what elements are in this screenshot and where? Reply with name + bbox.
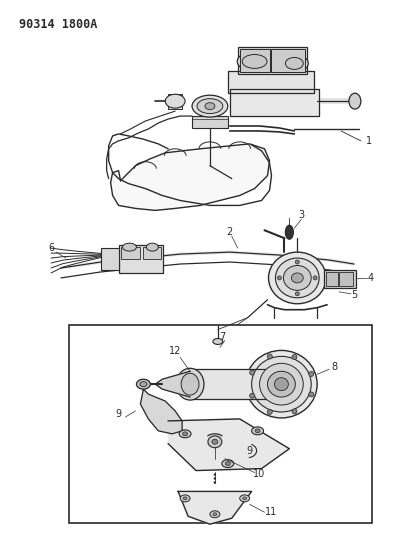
Ellipse shape	[269, 252, 326, 304]
Polygon shape	[155, 372, 190, 397]
Ellipse shape	[295, 260, 299, 264]
Text: 8: 8	[331, 362, 337, 372]
Ellipse shape	[291, 273, 303, 283]
Ellipse shape	[146, 243, 158, 251]
Ellipse shape	[213, 338, 223, 344]
Polygon shape	[168, 419, 289, 471]
Polygon shape	[111, 144, 269, 211]
Ellipse shape	[212, 439, 218, 444]
Ellipse shape	[309, 392, 314, 397]
Ellipse shape	[309, 372, 314, 376]
Ellipse shape	[252, 427, 263, 435]
Ellipse shape	[285, 58, 303, 69]
Text: 9: 9	[247, 446, 253, 456]
Ellipse shape	[137, 379, 150, 389]
Ellipse shape	[267, 409, 272, 414]
Text: 1: 1	[366, 136, 372, 146]
Text: 3: 3	[298, 211, 304, 220]
Ellipse shape	[165, 94, 185, 108]
Ellipse shape	[225, 462, 230, 466]
Polygon shape	[140, 389, 182, 434]
Bar	[143, 247, 161, 259]
Bar	[271, 49, 305, 72]
Ellipse shape	[292, 354, 297, 359]
Ellipse shape	[123, 243, 137, 251]
Bar	[168, 94, 182, 109]
Ellipse shape	[183, 432, 187, 436]
Text: 90314 1800A: 90314 1800A	[19, 18, 98, 31]
Ellipse shape	[277, 276, 281, 280]
Ellipse shape	[349, 93, 361, 109]
Ellipse shape	[246, 350, 317, 418]
Ellipse shape	[210, 511, 220, 518]
Ellipse shape	[237, 52, 272, 71]
Ellipse shape	[214, 481, 216, 483]
Text: 11: 11	[265, 507, 278, 517]
Ellipse shape	[313, 276, 317, 280]
Bar	[119, 245, 163, 273]
Ellipse shape	[179, 430, 191, 438]
Text: 10: 10	[254, 469, 266, 479]
Text: 9: 9	[115, 409, 122, 419]
Ellipse shape	[259, 364, 303, 405]
Bar	[101, 248, 119, 270]
Ellipse shape	[292, 409, 297, 414]
Ellipse shape	[267, 372, 295, 397]
Text: 6: 6	[48, 243, 54, 253]
Ellipse shape	[243, 497, 247, 500]
Ellipse shape	[281, 54, 308, 72]
Ellipse shape	[140, 382, 147, 386]
Ellipse shape	[267, 354, 272, 359]
Ellipse shape	[205, 103, 215, 110]
Bar	[238, 46, 307, 74]
Ellipse shape	[181, 373, 199, 395]
Ellipse shape	[275, 378, 289, 391]
Ellipse shape	[214, 473, 216, 475]
Ellipse shape	[222, 459, 234, 467]
Polygon shape	[228, 71, 314, 93]
Ellipse shape	[176, 368, 204, 400]
Bar	[121, 247, 140, 259]
Bar	[324, 270, 356, 288]
Text: 4: 4	[368, 273, 374, 283]
Text: 12: 12	[169, 346, 181, 357]
Ellipse shape	[252, 357, 311, 412]
Bar	[240, 49, 269, 72]
Ellipse shape	[197, 99, 223, 114]
Ellipse shape	[275, 258, 319, 298]
Polygon shape	[230, 89, 319, 116]
Ellipse shape	[283, 265, 311, 290]
Ellipse shape	[180, 495, 190, 502]
Ellipse shape	[250, 370, 255, 375]
Ellipse shape	[214, 478, 216, 480]
Bar	[69, 325, 372, 523]
Bar	[326, 272, 338, 286]
Ellipse shape	[192, 95, 228, 117]
Ellipse shape	[255, 429, 260, 433]
Ellipse shape	[285, 225, 293, 239]
Ellipse shape	[242, 54, 267, 68]
Polygon shape	[178, 491, 252, 524]
Ellipse shape	[208, 436, 222, 448]
Bar	[192, 116, 228, 128]
Ellipse shape	[213, 513, 217, 516]
Bar	[339, 272, 353, 286]
Text: 5: 5	[351, 290, 357, 300]
Text: 2: 2	[226, 227, 233, 237]
Polygon shape	[190, 369, 281, 399]
Text: 7: 7	[219, 332, 225, 342]
Ellipse shape	[250, 393, 255, 398]
Ellipse shape	[183, 497, 187, 500]
Ellipse shape	[240, 495, 250, 502]
Ellipse shape	[295, 292, 299, 296]
